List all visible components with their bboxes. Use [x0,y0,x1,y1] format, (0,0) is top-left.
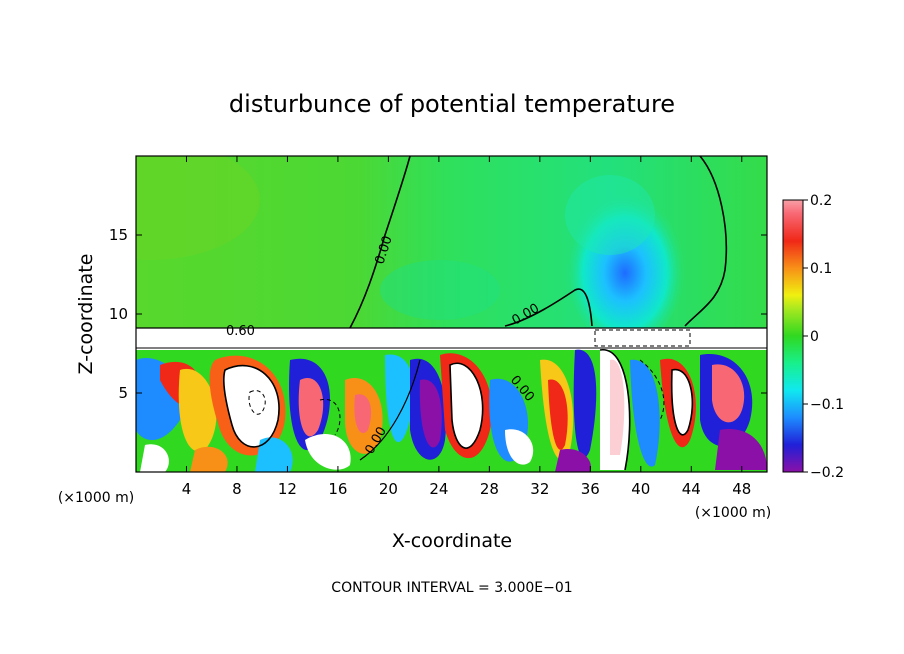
contour-interval-note: CONTOUR INTERVAL = 3.000E−01 [331,580,572,596]
x-axis-label: X-coordinate [392,530,512,552]
y-tick-label: 10 [109,305,128,323]
colorbar-tick-label: −0.2 [810,465,844,481]
colorbar-tick-label: 0 [810,329,819,345]
y-tick-label: 5 [118,384,128,402]
x-tick-label: 40 [631,480,650,498]
contour-dashed [248,329,691,436]
y-axis-label: Z-coordinate [75,254,97,375]
x-tick-label: 48 [732,480,751,498]
x-unit-label-right: (×1000 m) [695,505,771,521]
colorbar [782,199,804,473]
contour-label-group: 0.00 0.00 0.00 0.00 0.60 [226,234,542,457]
colorbar-tick-label: 0.2 [810,193,832,209]
x-tick-label: 36 [581,480,600,498]
colorbar-tick-label: −0.1 [810,397,844,413]
x-tick-label: 28 [480,480,499,498]
lower-layer-cells [136,349,767,472]
x-tick-label: 32 [530,480,549,498]
x-tick-label: 20 [379,480,398,498]
x-tick-label: 4 [182,480,192,498]
x-tick-label: 24 [429,480,448,498]
y-tick-label: 15 [109,226,128,244]
y-axis-ticks: 5 10 15 [109,226,767,402]
x-unit-label-left: (×1000 m) [58,490,134,506]
contour-lines [136,156,767,471]
colorbar-ticks: 0.2 0.1 0 −0.1 −0.2 [803,193,844,481]
x-tick-label: 44 [682,480,701,498]
x-tick-label: 12 [278,480,297,498]
x-tick-label: 8 [232,480,242,498]
x-tick-label: 16 [328,480,347,498]
x-axis-ticks: 4 8 12 16 20 24 28 32 36 40 44 48 [182,156,751,498]
chart-title: disturbunce of potential temperature [229,90,675,118]
contour-label: 0.60 [226,324,255,339]
colorbar-tick-label: 0.1 [810,261,832,277]
heatmap-field: 0.00 0.00 0.00 0.00 0.60 [136,156,767,472]
